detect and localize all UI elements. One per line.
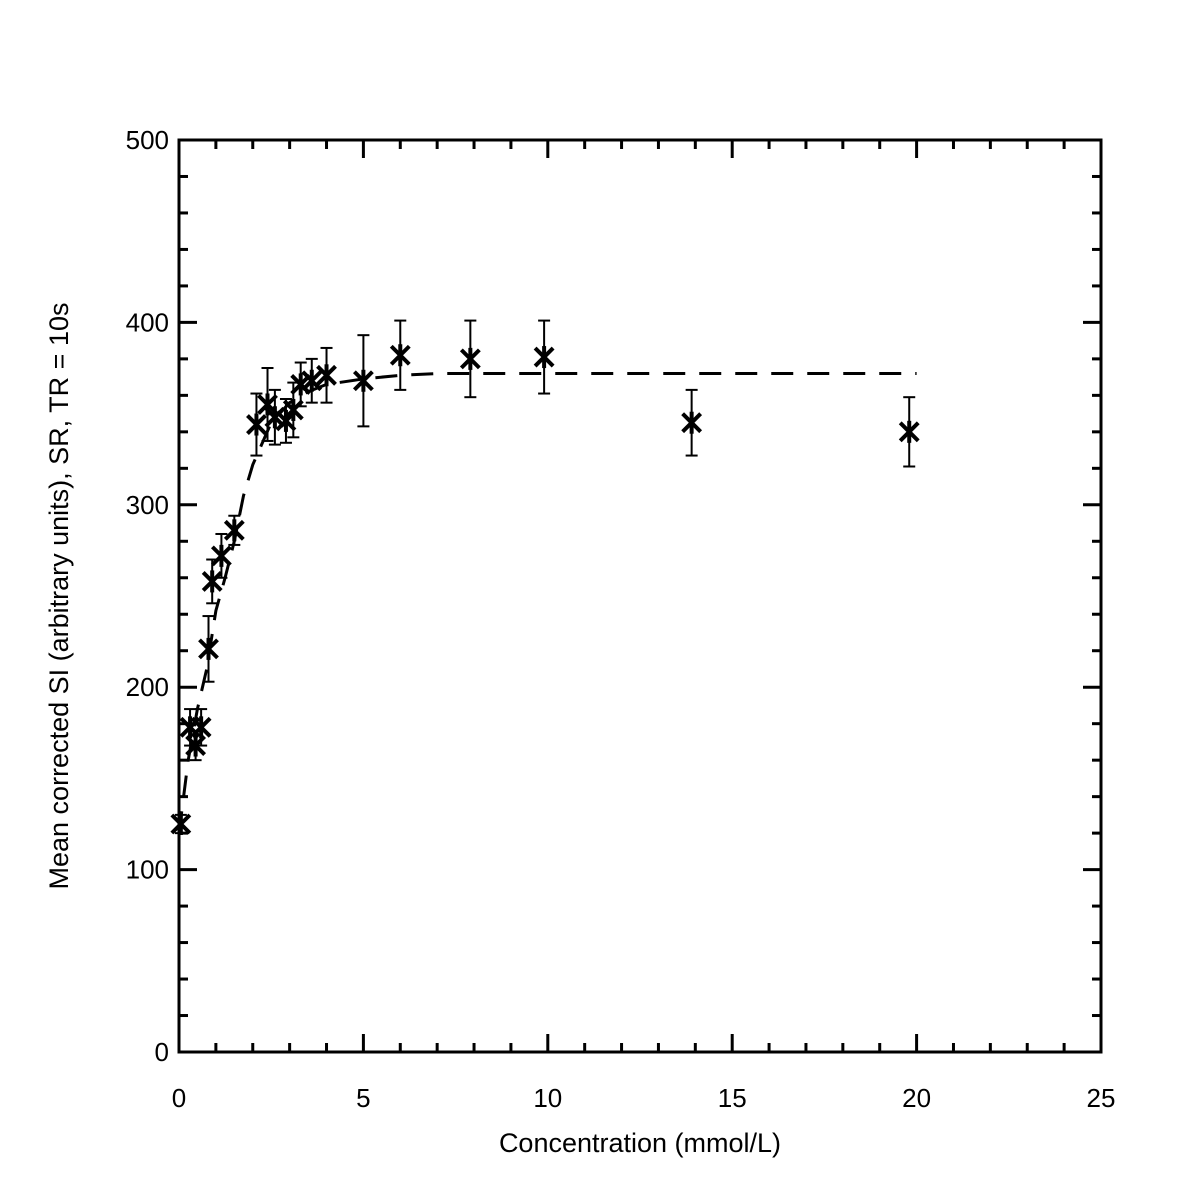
y-tick-label: 300 xyxy=(126,490,169,520)
data-point xyxy=(223,514,245,546)
y-tick-label: 500 xyxy=(126,125,169,155)
data-point xyxy=(389,319,411,391)
y-tick-label: 200 xyxy=(126,672,169,702)
plot-frame xyxy=(177,138,1103,1054)
data-point xyxy=(316,346,337,404)
data-point xyxy=(170,813,192,835)
data-point xyxy=(533,319,555,395)
data-point xyxy=(246,392,267,457)
major-ticks xyxy=(177,138,1103,1054)
y-tick-labels: 0 100 200 300 400 500 xyxy=(126,125,169,1067)
data-point xyxy=(459,319,481,399)
x-tick-label: 15 xyxy=(718,1083,747,1113)
data-points-layer xyxy=(170,319,920,835)
y-tick-label: 100 xyxy=(126,855,169,885)
x-tick-label: 10 xyxy=(533,1083,562,1113)
data-point xyxy=(190,708,212,747)
x-tick-label: 20 xyxy=(902,1083,931,1113)
x-tick-label: 25 xyxy=(1087,1083,1116,1113)
x-tick-label: 0 xyxy=(172,1083,186,1113)
data-point xyxy=(352,334,374,428)
data-point xyxy=(201,558,223,605)
y-axis-title: Mean corrected SI (arbitrary units), SR,… xyxy=(44,303,74,890)
y-tick-label: 0 xyxy=(155,1037,169,1067)
data-point xyxy=(898,396,920,468)
y-tick-label: 400 xyxy=(126,307,169,337)
x-tick-labels: 0 5 10 15 20 25 xyxy=(172,1083,1116,1113)
x-tick-label: 5 xyxy=(356,1083,370,1113)
data-point xyxy=(301,357,323,404)
data-point xyxy=(198,615,219,683)
data-point xyxy=(275,398,297,444)
data-point xyxy=(210,532,232,579)
data-point xyxy=(681,388,703,457)
x-axis-title: Concentration (mmol/L) xyxy=(499,1128,781,1158)
minor-ticks xyxy=(179,140,1101,1052)
